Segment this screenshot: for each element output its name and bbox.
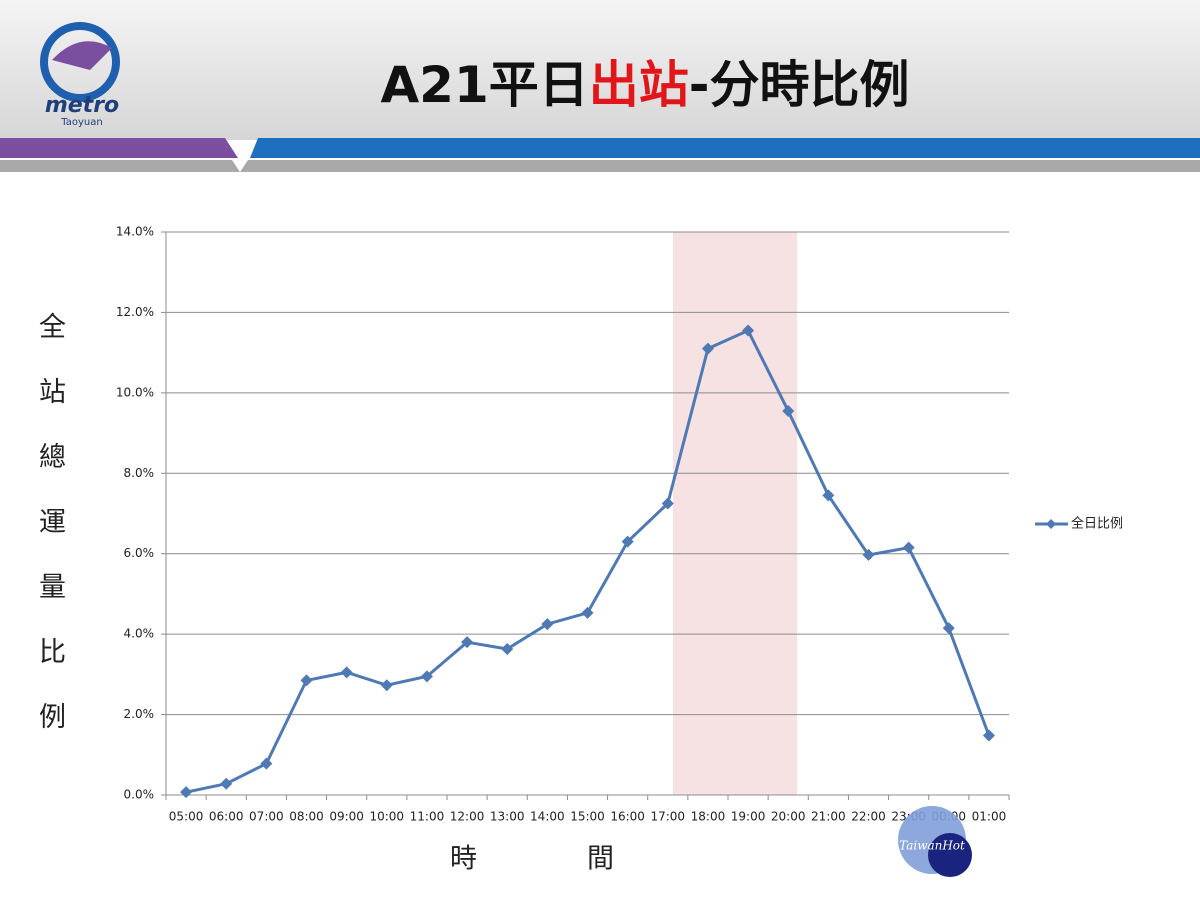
y-axis-label: 全站總運量比例	[34, 312, 65, 767]
logo-wing	[52, 41, 112, 70]
y-tick-label: 0.0%	[124, 788, 155, 802]
x-tick-label: 12:00	[450, 810, 485, 824]
y-tick-label: 4.0%	[124, 627, 155, 641]
x-tick-label: 14:00	[530, 810, 565, 824]
x-tick-label: 11:00	[410, 810, 445, 824]
x-tick-label: 07:00	[249, 810, 284, 824]
y-tick-label: 6.0%	[124, 546, 155, 560]
point	[942, 622, 955, 635]
x-tick-label: 18:00	[691, 810, 726, 824]
logo-mark	[40, 22, 120, 102]
x-tick-label: 06:00	[209, 810, 244, 824]
y-tick-label: 2.0%	[124, 707, 155, 721]
highlight-band	[673, 232, 797, 795]
x-tick-label: 17:00	[650, 810, 685, 824]
x-tick-label: 22:00	[851, 810, 886, 824]
point	[220, 777, 233, 790]
x-tick-label: 15:00	[570, 810, 605, 824]
point	[461, 636, 474, 649]
x-tick-label: 13:00	[490, 810, 525, 824]
point	[822, 489, 835, 502]
point	[380, 679, 393, 692]
x-tick-label: 01:00	[972, 810, 1007, 824]
legend-label: 全日比例	[1071, 516, 1123, 532]
point	[782, 404, 795, 417]
logo-text: metro	[45, 93, 119, 118]
point	[501, 643, 514, 656]
point	[621, 535, 634, 548]
x-tick-label: 10:00	[369, 810, 404, 824]
title-part: -分時比例	[689, 56, 910, 114]
point	[902, 541, 915, 554]
point	[701, 342, 714, 355]
x-tick-label: 16:00	[610, 810, 645, 824]
slide-title: A21平日出站-分時比例	[380, 56, 909, 114]
point	[180, 786, 193, 799]
gray-bar	[0, 160, 1200, 172]
x-tick-label: 20:00	[771, 810, 806, 824]
point	[340, 666, 353, 679]
point	[982, 729, 995, 742]
point	[420, 670, 433, 683]
legend-marker	[1046, 519, 1056, 529]
watermark: TaiwanHot	[899, 839, 965, 853]
y-tick-label: 10.0%	[116, 385, 154, 399]
y-tick-label: 12.0%	[116, 305, 154, 319]
point	[581, 606, 594, 619]
point	[260, 757, 273, 770]
watermark-dot	[928, 833, 972, 877]
purple-bar	[0, 138, 238, 158]
x-axis-label: 時間	[450, 844, 724, 875]
x-tick-label: 19:00	[731, 810, 766, 824]
x-tick-label: 21:00	[811, 810, 846, 824]
title-part: A21平日	[380, 56, 588, 114]
x-tick-label: 08:00	[289, 810, 324, 824]
logo-subtext: Taoyuan	[60, 117, 102, 128]
y-tick-label: 8.0%	[124, 466, 155, 480]
point	[742, 324, 755, 337]
x-tick-label: 09:00	[329, 810, 364, 824]
y-tick-label: 14.0%	[116, 225, 154, 239]
point	[300, 674, 313, 687]
title-part: 出站	[589, 56, 689, 114]
point	[862, 548, 875, 561]
series-line	[185, 328, 991, 794]
header-bg	[0, 0, 1200, 140]
blue-bar	[250, 138, 1200, 158]
x-tick-label: 05:00	[169, 810, 204, 824]
point	[661, 497, 674, 510]
point	[541, 618, 554, 631]
